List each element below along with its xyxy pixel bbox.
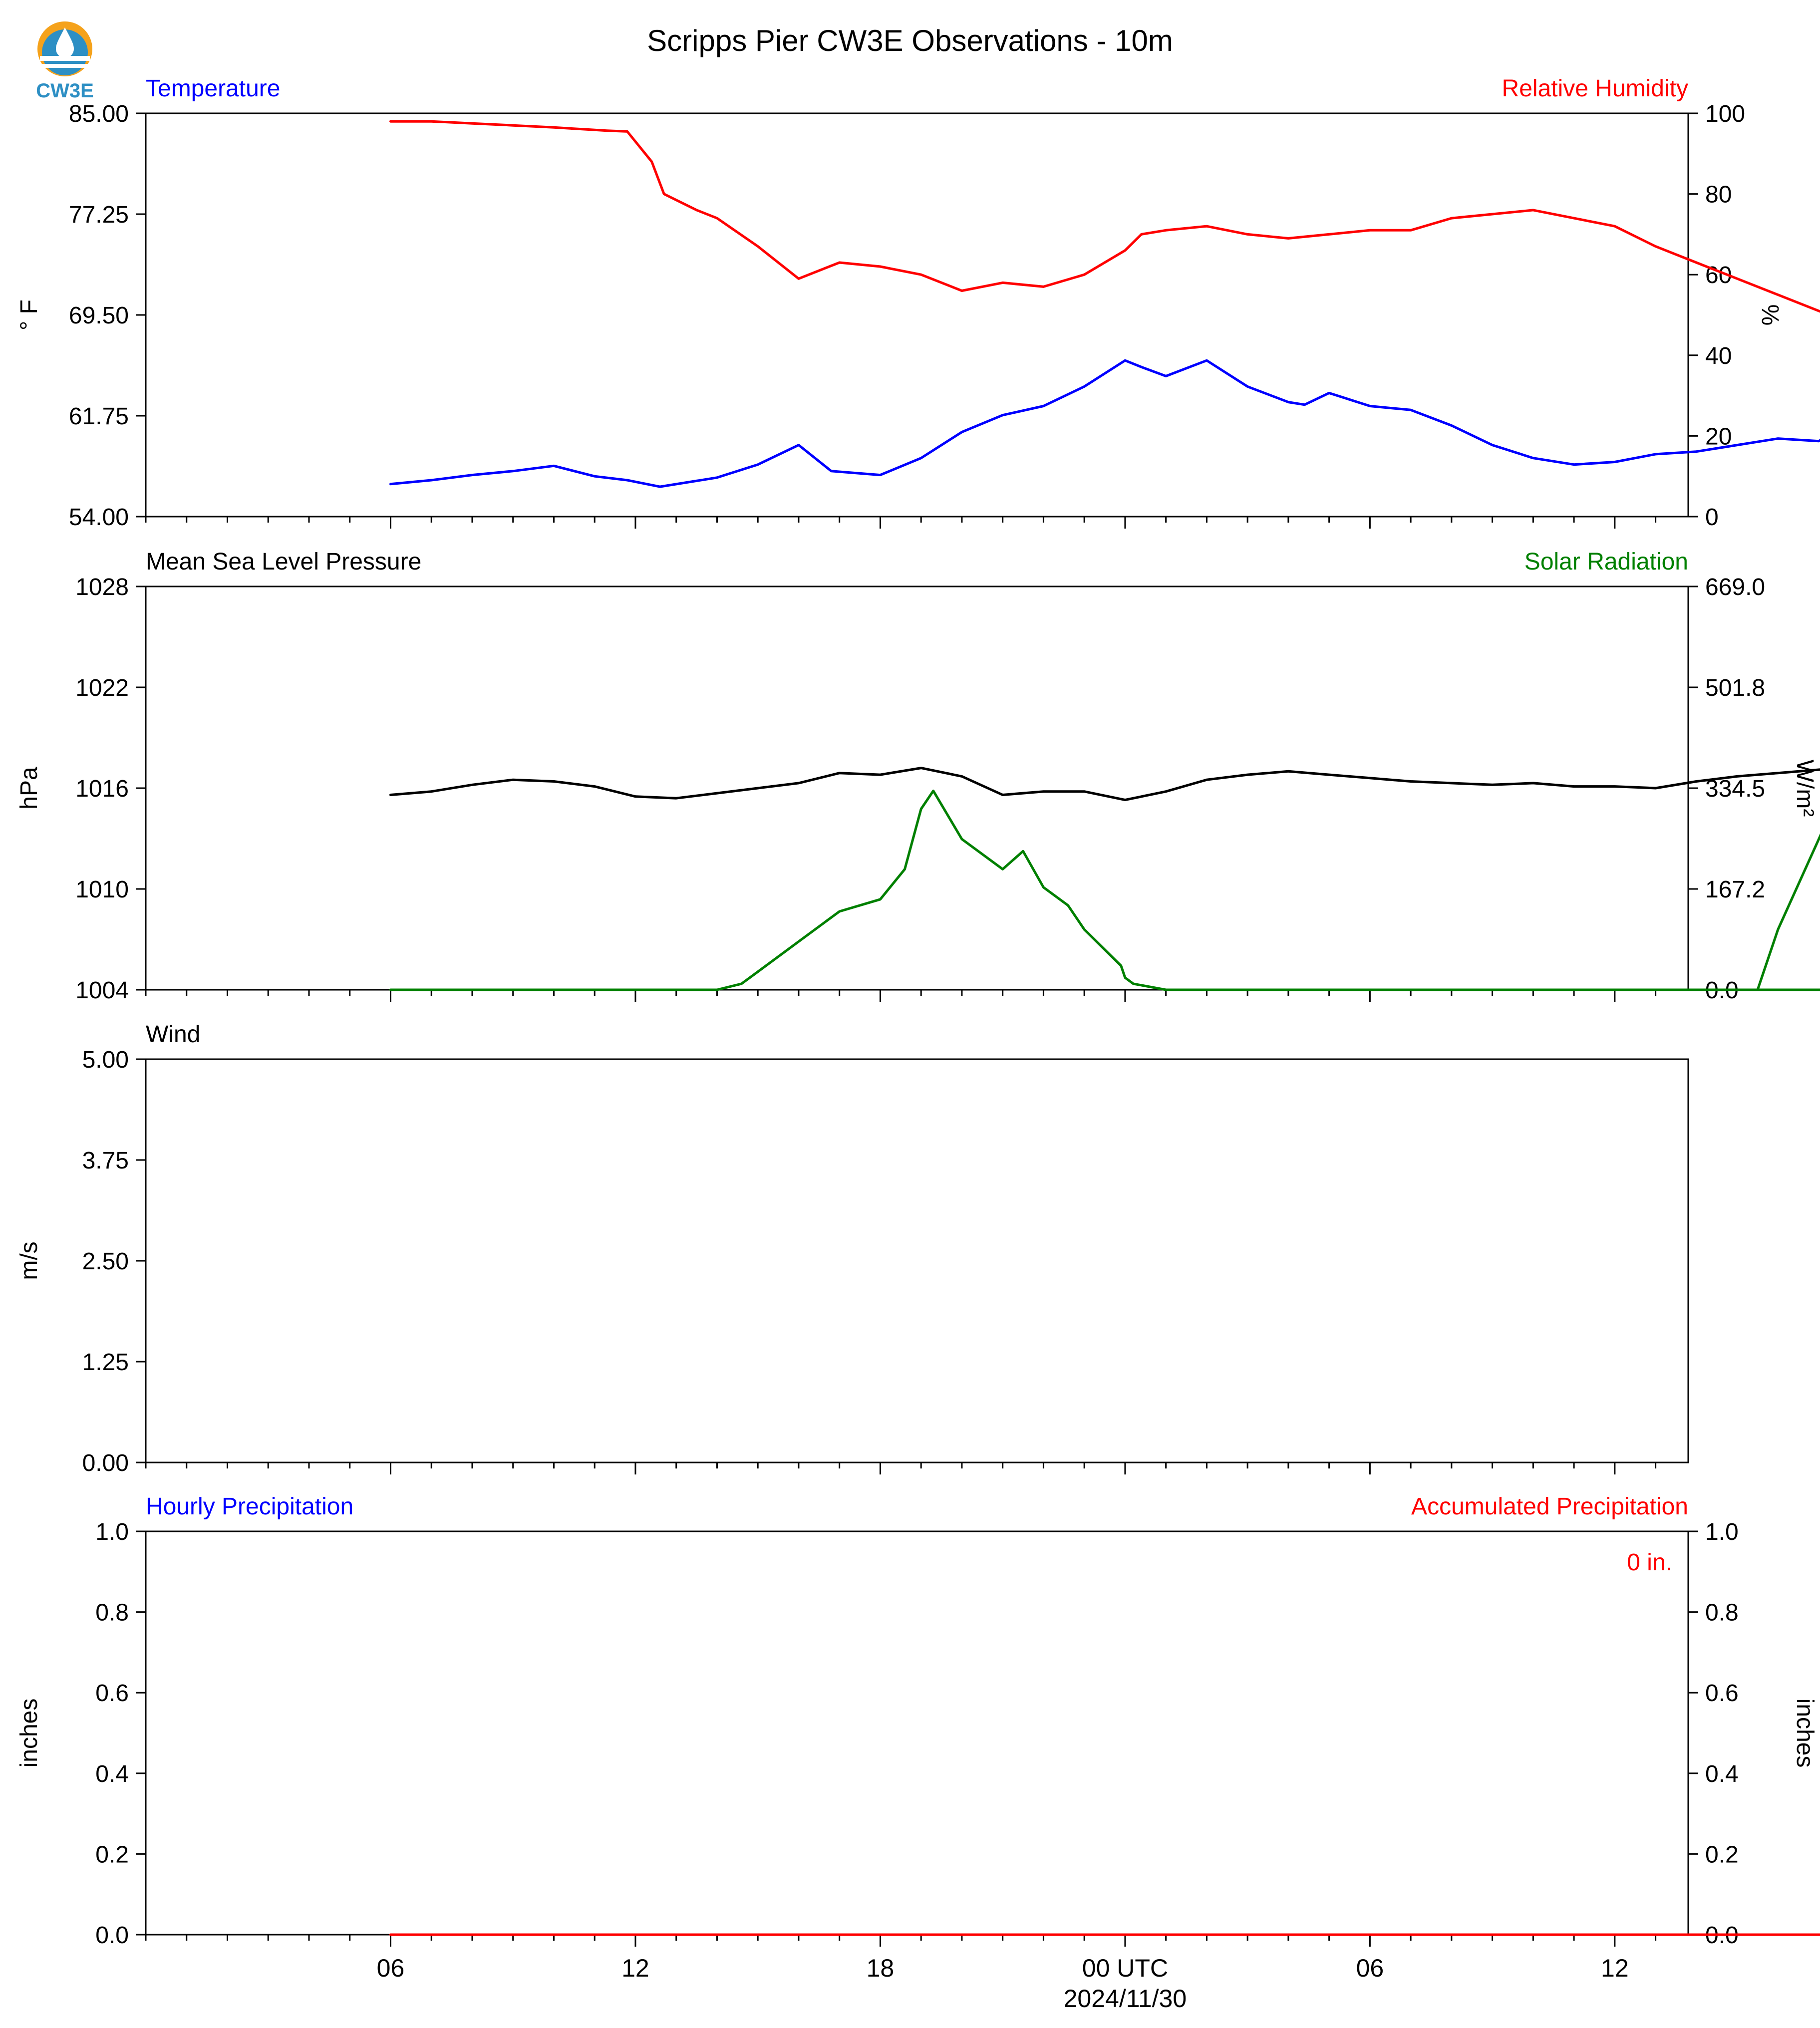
y-left-axis-label: m/s (16, 1241, 42, 1280)
panel-label-right: Accumulated Precipitation (1411, 1493, 1688, 1520)
y-right-tick-label: 80 (1705, 182, 1732, 208)
y-left-tick-label: 77.25 (69, 202, 129, 228)
y-left-tick-label: 1028 (75, 574, 129, 600)
y-right-tick-label: 501.8 (1705, 675, 1765, 701)
figure-title: Scripps Pier CW3E Observations - 10m (647, 24, 1173, 57)
y-left-tick-label: 0.8 (95, 1600, 129, 1626)
y-left-tick-label: 1004 (75, 977, 129, 1004)
panel-label-left: Hourly Precipitation (146, 1493, 353, 1520)
y-right-tick-label: 0.6 (1705, 1680, 1739, 1707)
y-right-tick-label: 0.4 (1705, 1761, 1739, 1787)
x-date-label: 2024/11/30 (1064, 1985, 1187, 2013)
y-left-tick-label: 1.25 (82, 1349, 129, 1376)
panel-label-left: Mean Sea Level Pressure (146, 549, 421, 575)
x-tick-label: 18 (867, 1954, 895, 1982)
y-left-axis-label: inches (16, 1699, 42, 1768)
panel-wind: 0.00 1.25 2.50 3.75 5.00 Wind m/s (16, 1021, 1689, 1476)
panel-label-left: Temperature (146, 75, 280, 102)
y-right-tick-label: 167.2 (1705, 876, 1765, 903)
y-right-axis-label: inches (1792, 1699, 1818, 1768)
plot-frame (145, 1058, 1689, 1463)
y-right-axis-label: % (1757, 304, 1783, 326)
y-right-tick-label: 40 (1705, 343, 1732, 369)
y-left-tick-label: 5.00 (82, 1047, 129, 1073)
water-drop-icon (56, 27, 74, 58)
accumulated-total-label: 0 in. (1627, 1549, 1672, 1576)
y-left-tick-label: 3.75 (82, 1148, 129, 1174)
y-left-tick-label: 85.00 (69, 101, 129, 127)
y-left-axis-label: hPa (16, 767, 42, 810)
y-left-tick-label: 0.2 (95, 1841, 129, 1868)
y-right-tick-label: 1.0 (1705, 1519, 1739, 1545)
plot-frame (145, 585, 1689, 991)
panel-label-left: Wind (146, 1021, 200, 1048)
y-right-tick-label: 0.8 (1705, 1600, 1739, 1626)
panel-temperature-humidity: 54.0061.7569.5077.2585.00020406080100Tem… (16, 75, 1820, 531)
panel-label-right: Solar Radiation (1524, 549, 1688, 575)
series-line-mean-sea-level-pressure (389, 767, 1820, 802)
y-left-tick-label: 0.4 (95, 1761, 129, 1787)
series-line-solar-radiation (389, 789, 1820, 991)
y-left-tick-label: 0.00 (82, 1450, 129, 1476)
y-right-tick-label: 100 (1705, 101, 1745, 127)
x-tick-label: 12 (621, 1954, 649, 1982)
y-left-tick-label: 1022 (75, 675, 129, 701)
x-tick-label: 12 (1601, 1954, 1629, 1982)
y-right-tick-label: 669.0 (1705, 574, 1765, 600)
y-left-tick-label: 2.50 (82, 1248, 129, 1275)
y-left-tick-label: 0.6 (95, 1680, 129, 1707)
y-right-axis-label: W/m² (1792, 760, 1818, 817)
y-left-tick-label: 69.50 (69, 302, 129, 329)
series-line-temperature (389, 359, 1820, 488)
panel-pressure-solar: 100410101016102210280.0167.2334.5501.866… (16, 549, 1820, 1004)
x-tick-label: 00 UTC (1082, 1954, 1168, 1982)
y-left-tick-label: 0.0 (95, 1922, 129, 1949)
y-left-tick-label: 1016 (75, 776, 129, 802)
y-left-tick-label: 54.00 (69, 504, 129, 531)
x-tick-label: 06 (377, 1954, 405, 1982)
series-line-relative-humidity (389, 120, 1820, 313)
plot-frame (145, 1530, 1689, 1936)
y-left-tick-label: 1010 (75, 876, 129, 903)
logo-text: CW3E (36, 80, 94, 102)
cw3e-logo: CW3E (36, 21, 94, 102)
panel-label-right: Relative Humidity (1502, 75, 1688, 102)
y-right-tick-label: 0.2 (1705, 1841, 1739, 1868)
y-right-tick-label: 0 (1705, 504, 1719, 531)
y-left-tick-label: 1.0 (95, 1519, 129, 1545)
plot-frame (145, 112, 1689, 518)
y-left-axis-label: ° F (16, 299, 42, 330)
y-left-tick-label: 61.75 (69, 403, 129, 430)
x-tick-label: 06 (1356, 1954, 1384, 1982)
